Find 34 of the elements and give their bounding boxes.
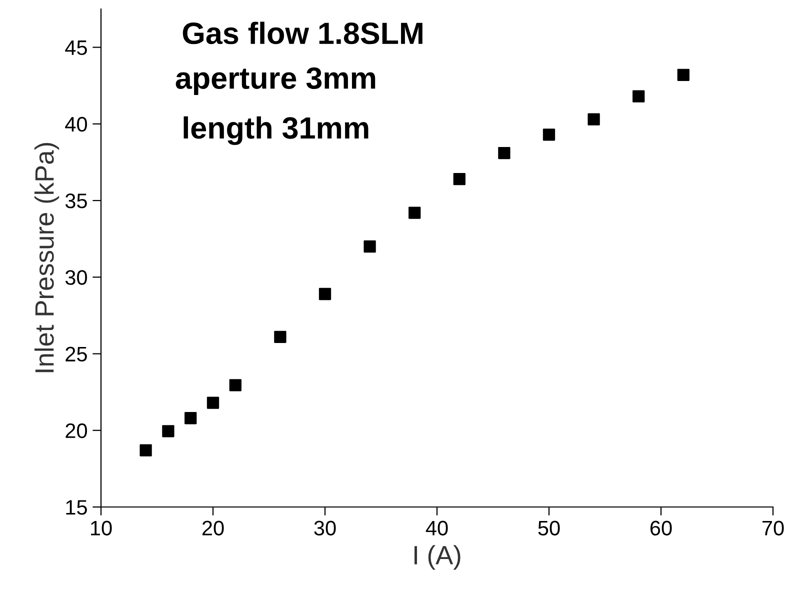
annotation: length 31mm xyxy=(184,116,368,145)
y-tick-label: 30 xyxy=(65,270,87,285)
point xyxy=(408,206,421,219)
point xyxy=(140,444,152,456)
point xyxy=(542,128,556,141)
point xyxy=(318,288,332,300)
y-tick-label: 40 xyxy=(65,116,87,132)
y-tick-label: 20 xyxy=(66,423,87,438)
x-tick-label: 70 xyxy=(762,520,784,536)
point xyxy=(274,330,286,343)
x-tick-label: 30 xyxy=(314,520,336,536)
point xyxy=(632,90,645,102)
y-tick-label: 45 xyxy=(65,40,87,56)
annotation: Gas flow 1.8SLM xyxy=(182,22,422,44)
point xyxy=(588,113,600,126)
y-tick-label: 25 xyxy=(66,346,87,362)
x-tick-label: 40 xyxy=(426,520,448,536)
point xyxy=(498,146,510,160)
annotation: aperture 3mm xyxy=(176,67,376,96)
x-tick-label: 50 xyxy=(538,520,560,536)
x-tick-label: 60 xyxy=(650,520,672,536)
x-tick-label: 10 xyxy=(91,520,112,536)
y-axis-title: Inlet Pressure (kPa) xyxy=(34,143,60,372)
x-tick-label: 20 xyxy=(202,520,224,536)
point xyxy=(229,379,242,392)
y-tick-label: 15 xyxy=(66,500,87,515)
point xyxy=(364,240,376,253)
x-axis-title: I (A) xyxy=(414,545,460,570)
point xyxy=(162,425,174,438)
y-tick-label: 35 xyxy=(65,194,87,208)
point xyxy=(206,396,220,409)
point xyxy=(677,68,690,81)
point xyxy=(453,173,466,186)
point xyxy=(184,412,197,424)
